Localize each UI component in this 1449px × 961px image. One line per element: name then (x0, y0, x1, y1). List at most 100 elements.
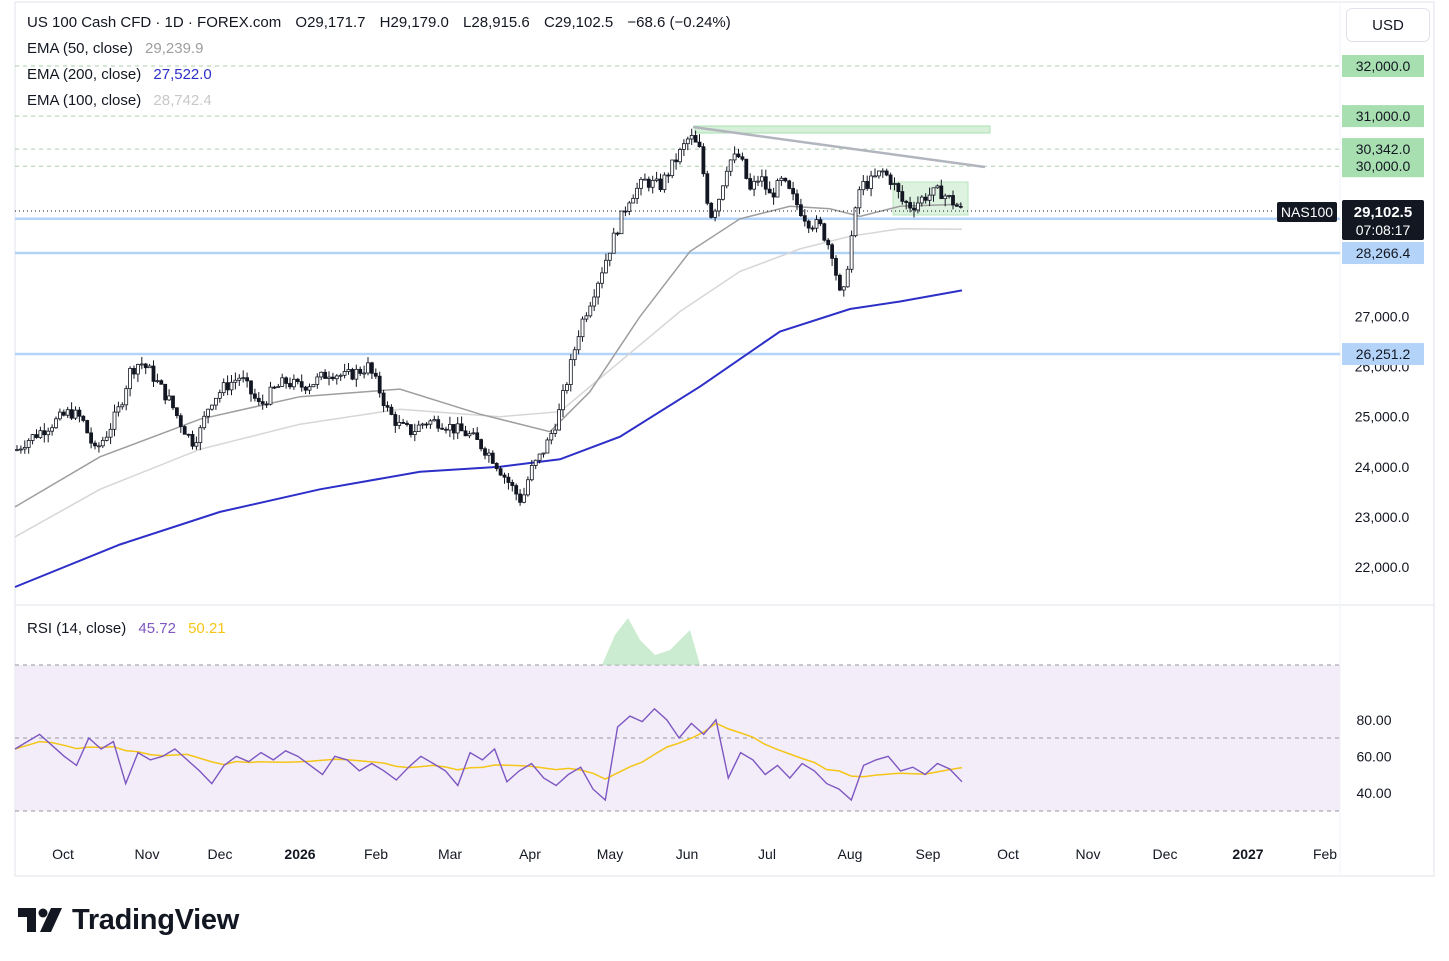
candle-body (927, 194, 932, 201)
candle-body (537, 453, 542, 461)
symbol-tag-bg (1277, 202, 1337, 222)
candle-body (362, 372, 367, 375)
candle-body (471, 432, 476, 435)
candle-body (26, 440, 31, 448)
candle-body (611, 232, 616, 254)
ohlc-low: L28,915.6 (463, 14, 530, 31)
rsi-tick-label: 60.00 (1356, 748, 1391, 764)
candle-body (662, 174, 667, 191)
candle-body (373, 372, 378, 377)
candle-body (701, 146, 706, 175)
candle-body (510, 482, 515, 486)
candle-body (30, 434, 35, 441)
candle-body (455, 423, 460, 434)
chart-frame (14, 1, 1435, 877)
ema50-value: 29,239.9 (145, 40, 204, 57)
candle-body (529, 465, 534, 481)
level-label-bg (1342, 138, 1424, 161)
candle-body (646, 178, 651, 188)
candle-body (775, 180, 780, 198)
y-tick-label: 23,000.0 (1355, 509, 1410, 525)
last-price-tag-bg (1342, 200, 1424, 240)
tradingview-logo[interactable]: TradingView (18, 900, 239, 940)
rsi-label: RSI (14, close) (27, 620, 127, 637)
candle-body (369, 362, 374, 374)
candle-body (89, 432, 93, 444)
symbol-title[interactable]: US 100 Cash CFD · 1D · FOREX.com (27, 14, 282, 31)
ohlc-change: −68.6 (−0.24%) (627, 14, 731, 31)
currency-button[interactable]: USD (1346, 8, 1430, 42)
ema50-legend[interactable]: EMA (50, close) 29,239.9 (27, 40, 203, 57)
candle-body (385, 405, 390, 408)
candle-body (912, 207, 916, 211)
candle-body (46, 430, 51, 436)
candle-body (498, 468, 503, 476)
candle-body (401, 422, 406, 424)
candle-body (256, 397, 261, 403)
candle-body (97, 445, 101, 448)
candle-body (600, 272, 604, 284)
candle-body (721, 185, 725, 200)
y-tick-label: 22,000.0 (1355, 559, 1410, 575)
descending-trendline[interactable] (692, 125, 986, 169)
candle-body (806, 220, 811, 229)
candle-body (366, 362, 370, 374)
candle-body (120, 404, 125, 408)
candle-body (381, 392, 386, 406)
candle-body (440, 427, 445, 430)
candle-body (576, 336, 581, 351)
candle-body (217, 392, 222, 399)
x-tick-label: 2027 (1232, 846, 1263, 862)
candle-body (943, 195, 948, 200)
candle-body (588, 305, 593, 317)
candle-body (159, 380, 164, 385)
candle-body (420, 423, 425, 426)
candle-body (451, 424, 456, 434)
candle-body (233, 379, 238, 383)
candle-body (771, 192, 776, 198)
ohlc-open: O29,171.7 (295, 14, 366, 31)
candle-body (639, 178, 643, 189)
rsi-ma-value: 50.21 (188, 620, 226, 637)
candle-body (565, 384, 569, 391)
ema100-value: 28,742.4 (153, 92, 212, 109)
x-tick-label: Dec (208, 846, 233, 862)
candle-body (635, 187, 639, 199)
candle-body (834, 257, 838, 276)
candle-body (182, 426, 187, 435)
candle-body (494, 462, 499, 470)
x-tick-label: May (597, 846, 623, 862)
candle-body (447, 424, 452, 431)
candle-body (143, 363, 148, 369)
candle-body (931, 187, 936, 196)
candle-body (393, 414, 398, 426)
level-label-bg (1342, 105, 1424, 128)
candle-body (436, 419, 441, 429)
candle-body (490, 452, 495, 464)
candle-body (303, 386, 308, 391)
rsi-legend[interactable]: RSI (14, close) 45.72 50.21 (27, 620, 226, 637)
candle-body (732, 153, 737, 161)
candle-body (221, 382, 226, 394)
candle-body (151, 365, 156, 382)
candle-body (802, 215, 807, 222)
candle-body (135, 364, 140, 375)
candle-body (947, 195, 951, 197)
candle-body (124, 388, 129, 406)
candle-body (186, 433, 191, 436)
candle-body (682, 143, 686, 150)
candle-body (643, 178, 647, 181)
level-label: 31,000.0 (1356, 108, 1411, 124)
ema100-legend[interactable]: EMA (100, close) 28,742.4 (27, 92, 212, 109)
candle-body (93, 442, 97, 447)
ema200-legend[interactable]: EMA (200, close) 27,522.0 (27, 66, 212, 83)
candle-body (346, 369, 351, 372)
candle-body (171, 395, 175, 409)
candle-body (830, 244, 834, 259)
candle-body (311, 383, 316, 388)
symbol-tag: NAS100 (1281, 204, 1333, 220)
candle-body (838, 274, 842, 291)
candle-body (389, 406, 394, 415)
y-tick-label: 25,000.0 (1355, 409, 1410, 425)
